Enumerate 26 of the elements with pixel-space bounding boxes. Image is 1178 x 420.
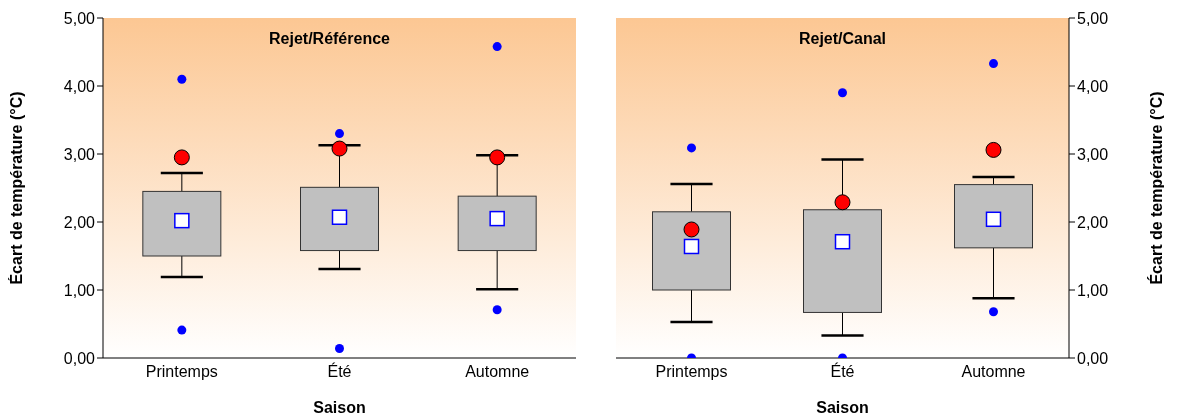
- x-tick-label: Printemps: [145, 363, 218, 381]
- text: Rejet/Référence: [268, 30, 391, 48]
- y-tick-label: 0,00: [63, 349, 96, 367]
- y-axis-title: Écart de température (°C): [6, 91, 25, 285]
- y-tick-label: 3,00: [63, 145, 96, 163]
- x-tick-label: Printemps: [655, 363, 728, 381]
- point: [683, 221, 700, 238]
- y-tick-label: 1,00: [63, 281, 96, 299]
- x-tick-label: Automne: [961, 363, 1026, 381]
- x-tick-label: Été: [327, 362, 352, 381]
- x-tick-label: Été: [830, 362, 855, 381]
- y-tick-label: 4,00: [63, 77, 96, 95]
- x-axis-title: Saison: [313, 399, 366, 416]
- x-tick-label: Automne: [465, 363, 530, 381]
- y2-tick-label: 2,00: [1077, 213, 1109, 231]
- y2-tick-label: 4,00: [1077, 77, 1109, 95]
- y2-tick-label: 0,00: [1077, 349, 1109, 367]
- point: [985, 141, 1002, 158]
- y2-tick-label: 3,00: [1077, 145, 1109, 163]
- y2-tick-label: 1,00: [1077, 281, 1109, 299]
- point: [834, 194, 851, 211]
- text: Rejet/Canal: [797, 30, 888, 48]
- y-tick-label: 2,00: [63, 213, 96, 231]
- x-axis-title: Saison: [816, 399, 869, 416]
- y-tick-label: 5,00: [63, 9, 96, 27]
- y2-tick-label: 5,00: [1077, 9, 1109, 27]
